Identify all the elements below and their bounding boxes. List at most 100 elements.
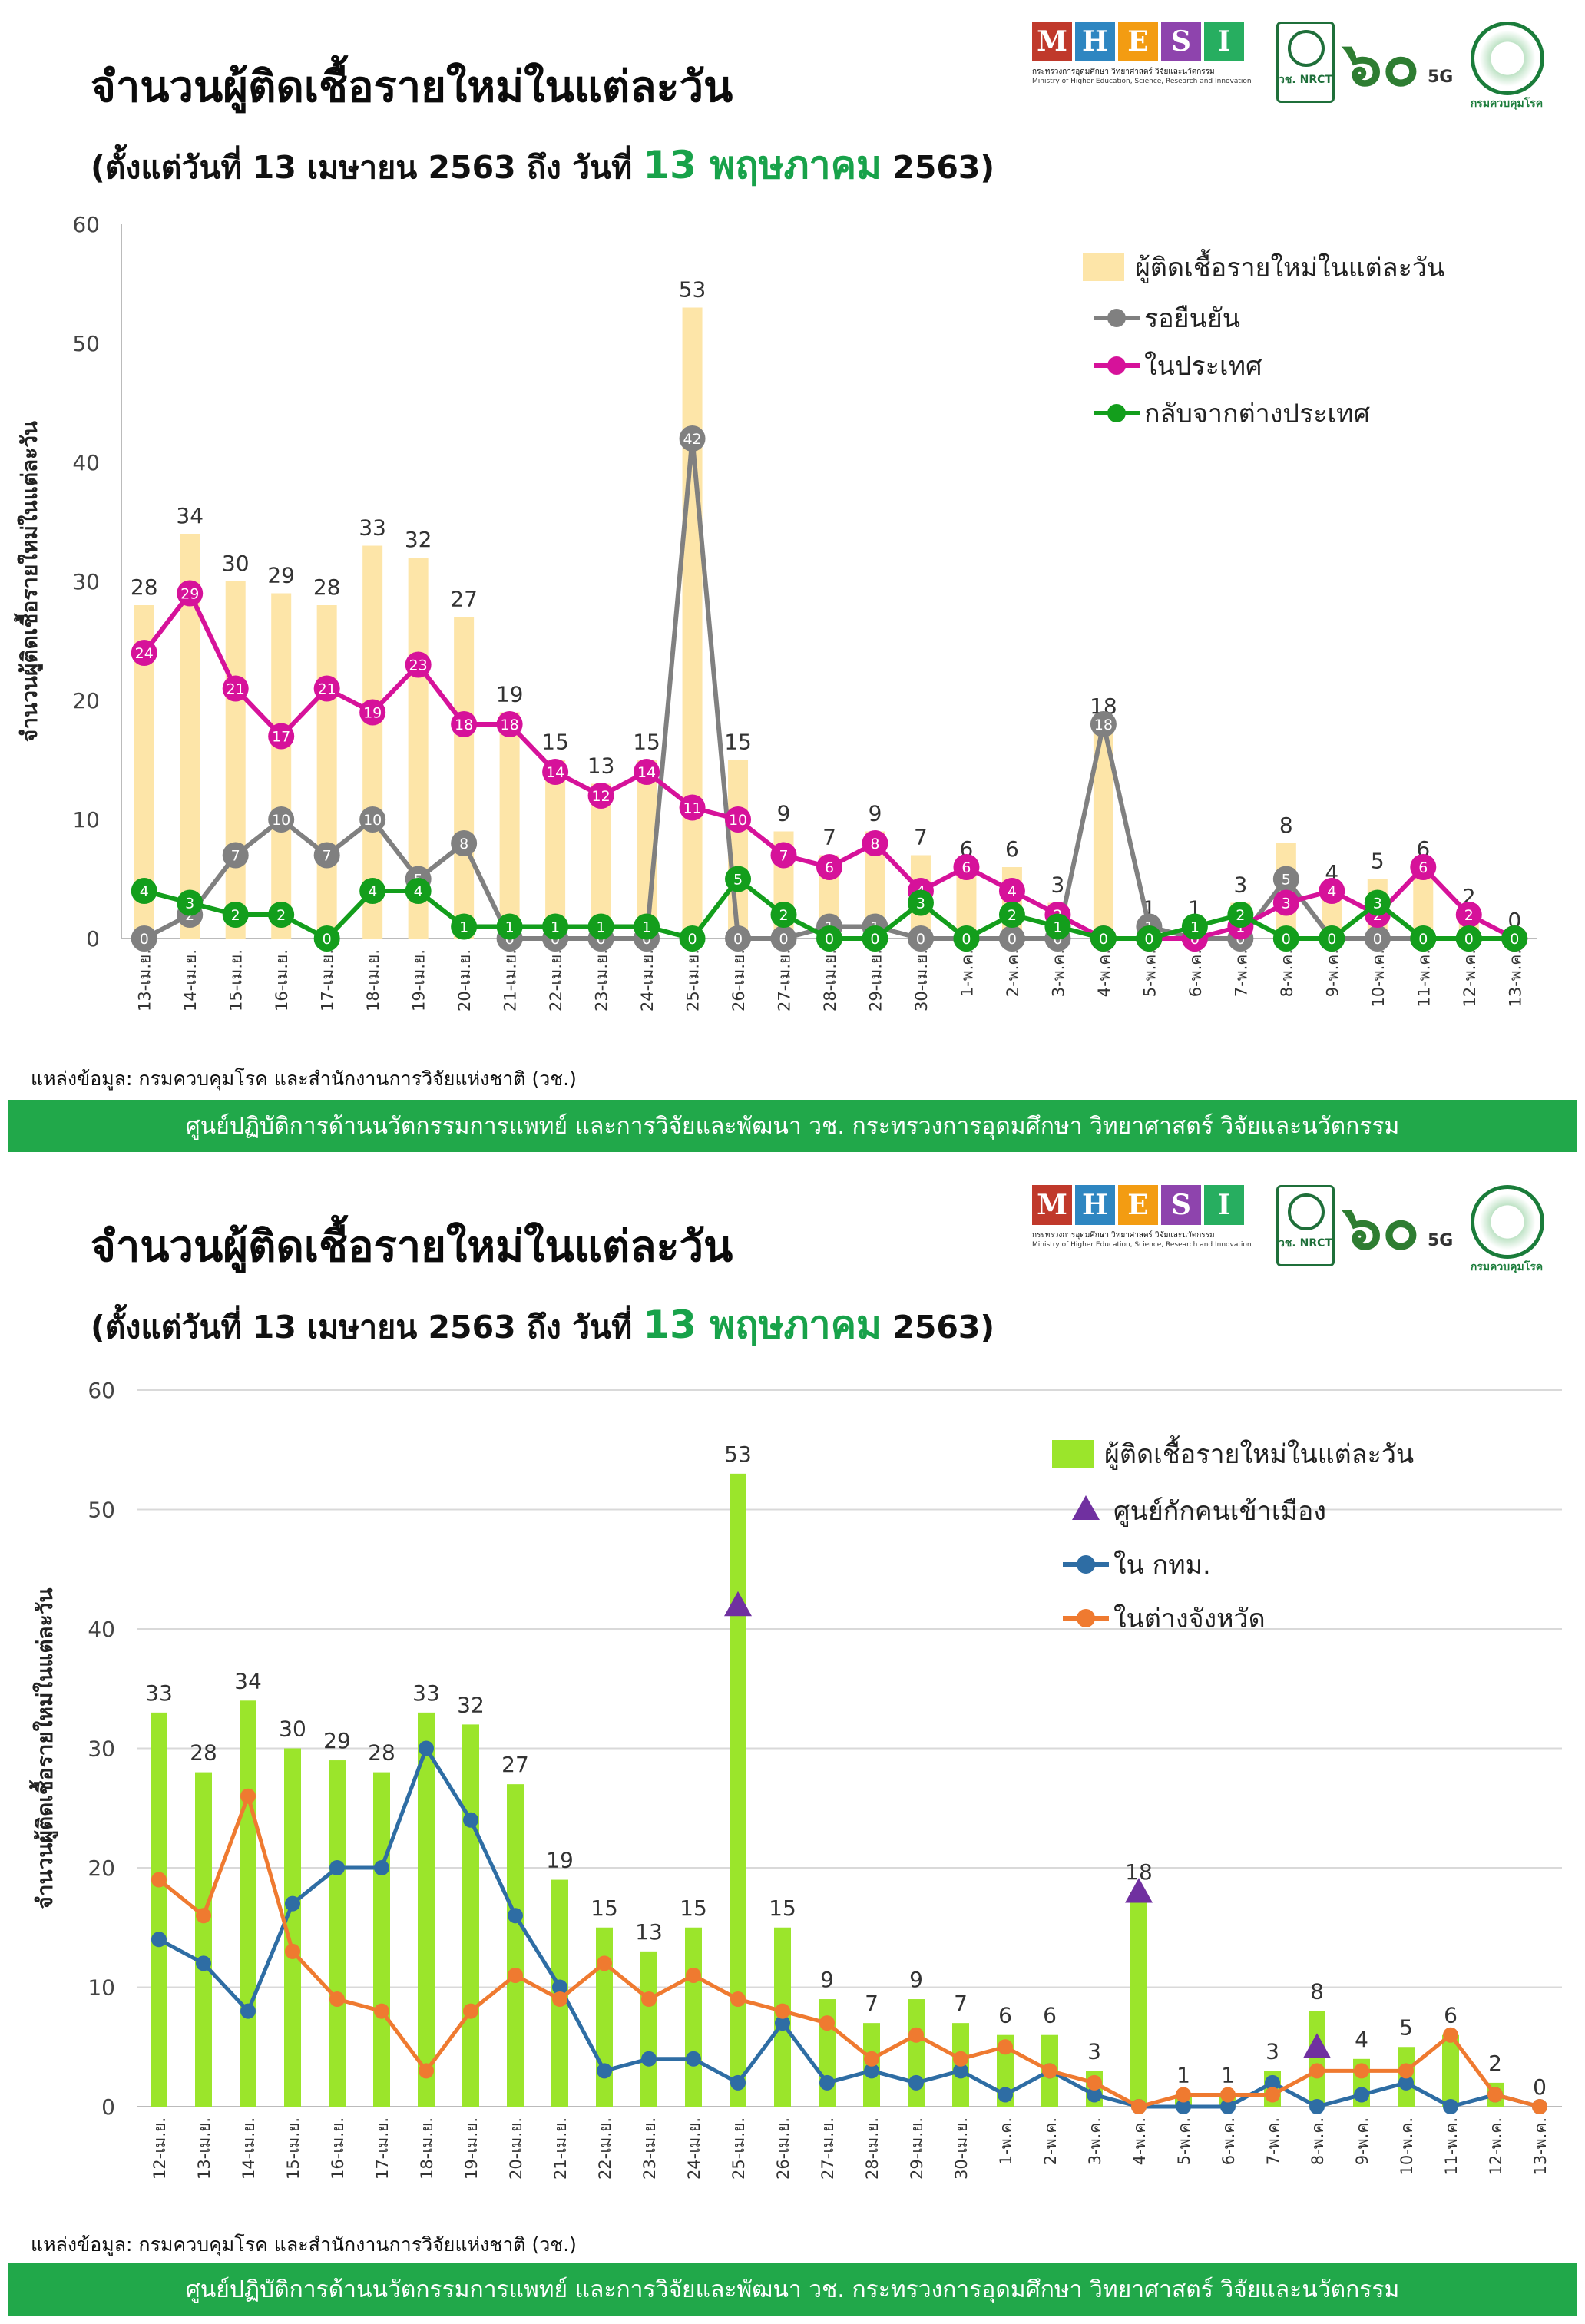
bar	[640, 1951, 657, 2107]
ddc-seal-icon	[1471, 22, 1544, 95]
bar-value-label: 28	[313, 574, 341, 600]
series-value-label: 10	[272, 812, 290, 829]
series-value-label: 7	[323, 848, 332, 865]
series-marker	[1354, 2087, 1369, 2103]
x-tick-label: 3-พ.ค.	[1086, 2117, 1104, 2165]
series-marker	[587, 783, 614, 809]
series-marker	[1044, 913, 1071, 940]
nrct-label: วช. NRCT	[1279, 1237, 1332, 1250]
series-marker	[725, 866, 752, 892]
series-marker	[953, 925, 980, 952]
series-marker	[998, 902, 1025, 928]
series-marker	[222, 842, 249, 869]
bottom-source-note: แหล่งข้อมูล: กรมควบคุมโรค และสำนักงานการ…	[31, 2233, 577, 2256]
series-value-label: 1	[1053, 919, 1062, 936]
series-value-label: 0	[323, 931, 332, 948]
mhesi-tile: S	[1161, 22, 1201, 61]
x-tick-label: 25-เม.ย.	[684, 949, 703, 1011]
y-tick-label: 0	[101, 2094, 115, 2120]
y-tick-label: 30	[72, 569, 100, 594]
ddc-logo: กรมควบคุมโรค	[1468, 1185, 1545, 1273]
y-tick-label: 0	[86, 926, 100, 952]
top-chart: 0102030405060จำนวนผู้ติดเชื้อรายใหม่ในแต…	[13, 212, 1537, 1011]
series-value-label: 0	[916, 931, 925, 948]
bottom-chart-title: จำนวนผู้ติดเชื้อรายใหม่ในแต่ละวัน	[91, 1222, 733, 1272]
y-tick-label: 20	[88, 1856, 115, 1881]
x-tick-label: 3-พ.ค.	[1049, 949, 1067, 997]
series-value-label: 4	[414, 883, 423, 900]
nrct-emblem-icon	[1288, 1193, 1325, 1230]
legend-label: ในต่างจังหวัด	[1113, 1604, 1266, 1634]
series-marker	[542, 759, 569, 785]
bar-value-label: 1	[1221, 2062, 1235, 2087]
series-marker	[908, 2074, 924, 2091]
series-value-label: 0	[733, 931, 743, 948]
bar-value-label: 15	[769, 1895, 796, 1921]
series-marker	[641, 2051, 657, 2067]
bar-value-label: 3	[1266, 2038, 1279, 2064]
series-value-label: 4	[1327, 883, 1336, 900]
series-marker	[313, 925, 340, 952]
bar-value-label: 9	[777, 801, 791, 826]
bar-value-label: 9	[869, 801, 882, 826]
series-value-label: 4	[140, 883, 149, 900]
series-marker	[552, 1979, 567, 1995]
series-marker	[419, 1740, 434, 1756]
x-tick-label: 18-เม.ย.	[364, 949, 382, 1011]
mhesi-line1: กระทรวงการอุดมศึกษา วิทยาศาสตร์ วิจัยและ…	[1032, 68, 1215, 76]
subtitle-post: 2563)	[882, 149, 995, 186]
series-value-label: 10	[363, 812, 382, 829]
series-marker	[222, 902, 249, 928]
bar-value-label: 29	[267, 563, 295, 588]
series-marker	[587, 913, 614, 940]
anniversary-5g: 5G	[1428, 1231, 1454, 1250]
anniversary-number: ๖๐	[1343, 1191, 1420, 1263]
legend-swatch	[1107, 356, 1126, 375]
series-marker	[329, 1991, 345, 2008]
y-tick-label: 50	[72, 331, 100, 356]
series-marker	[864, 2051, 879, 2067]
bar-value-label: 27	[501, 1752, 529, 1777]
bar-value-label: 32	[405, 527, 432, 552]
series-marker	[496, 711, 523, 737]
series-value-label: 2	[779, 907, 788, 924]
series-value-label: 0	[870, 931, 879, 948]
bar-value-label: 53	[679, 277, 706, 303]
x-tick-label: 23-เม.ย.	[640, 2117, 659, 2180]
series-marker	[907, 889, 934, 916]
series-marker	[405, 651, 432, 678]
series-marker	[508, 1967, 523, 1983]
series-value-label: 2	[276, 907, 286, 924]
x-tick-label: 14-เม.ย.	[181, 949, 200, 1011]
x-tick-label: 28-เม.ย.	[821, 949, 839, 1011]
series-marker	[725, 925, 752, 952]
x-tick-label: 10-พ.ค.	[1369, 949, 1388, 1008]
series-value-label: 0	[1464, 931, 1474, 948]
x-tick-label: 11-พ.ค.	[1442, 2117, 1461, 2176]
bar	[373, 1772, 390, 2107]
series-marker	[1309, 2063, 1325, 2079]
bar-value-label: 13	[587, 753, 615, 779]
series-marker	[1090, 711, 1117, 737]
series-value-label: 12	[591, 788, 610, 805]
bar-value-label: 6	[1043, 2003, 1057, 2028]
legend-label: ผู้ติดเชื้อรายใหม่ในแต่ละวัน	[1135, 249, 1444, 283]
series-marker	[1455, 925, 1482, 952]
x-tick-label: 1-พ.ค.	[958, 949, 976, 997]
x-tick-label: 13-พ.ค.	[1531, 2117, 1550, 2176]
series-marker	[770, 902, 797, 928]
y-tick-label: 60	[72, 212, 100, 237]
series-marker	[1364, 889, 1391, 916]
x-tick-label: 29-เม.ย.	[908, 2117, 926, 2180]
legend-swatch	[1072, 1495, 1100, 1520]
series-marker	[1087, 2087, 1102, 2103]
series-marker	[1455, 902, 1482, 928]
series-value-label: 7	[779, 848, 788, 865]
x-tick-label: 26-เม.ย.	[730, 949, 748, 1011]
x-tick-label: 9-พ.ค.	[1323, 949, 1342, 997]
series-marker	[953, 854, 980, 880]
bar	[507, 1784, 524, 2107]
series-marker	[1220, 2099, 1236, 2114]
series-marker	[634, 759, 660, 785]
